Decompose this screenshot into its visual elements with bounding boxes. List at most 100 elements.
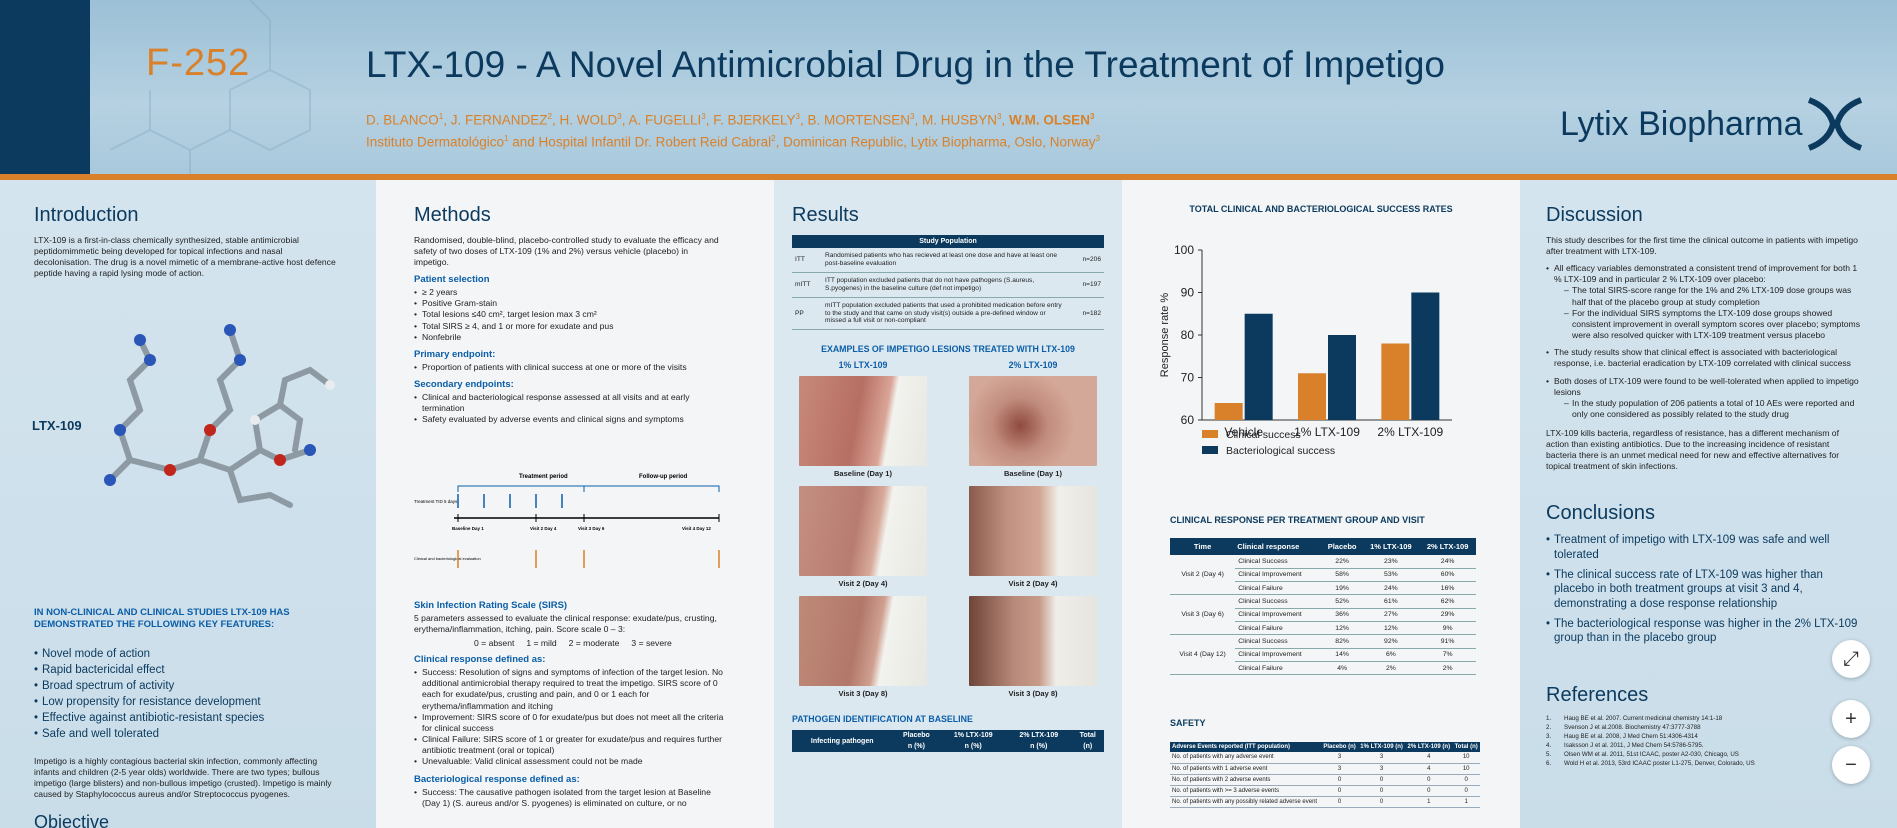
table-cell: 27% (1362, 608, 1420, 622)
list-item-text: Both doses of LTX-109 were found to be w… (1554, 375, 1859, 397)
key-feature: Effective against antibiotic-resistant s… (34, 710, 340, 726)
bar-clinical-success (1298, 373, 1326, 420)
lesion-photo-cell: Visit 3 (Day 8) (792, 596, 934, 698)
photo-caption: Visit 3 (Day 8) (838, 689, 888, 699)
list-item: ≥ 2 years (414, 287, 724, 298)
objective-heading: Objective (34, 812, 110, 828)
table-cell: Clinical Failure (1235, 661, 1322, 676)
x-tick-label: Vehicle (1224, 425, 1263, 439)
list-item: Proportion of patients with clinical suc… (414, 362, 724, 373)
table-row: Clinical Failure 12% 12% 9% (1170, 621, 1476, 636)
author-list: D. BLANCO1, J. FERNANDEZ2, H. WOLD3, A. … (366, 112, 1095, 128)
table-cell: Clinical Improvement (1235, 648, 1322, 662)
timeline-treatment-label: Treatment period (519, 474, 568, 480)
table-header-row: Time Clinical response Placebo 1% LTX-10… (1170, 538, 1476, 555)
table-cell: mITT population excluded patients that u… (822, 297, 1070, 331)
photo-column-heading: 2% LTX-109 (1008, 360, 1058, 371)
sub-list-item: In the study population of 206 patients … (1564, 398, 1862, 420)
sirs-heading: Skin Infection Rating Scale (SIRS) (414, 600, 568, 611)
y-axis-label: Response rate % (1159, 293, 1171, 378)
list-item: Treatment of impetigo with LTX-109 was s… (1546, 533, 1862, 562)
conclusions-list: Treatment of impetigo with LTX-109 was s… (1546, 533, 1862, 646)
column-header: 2% LTX-109 (1419, 538, 1476, 555)
photo-caption: Visit 3 (Day 8) (1008, 689, 1058, 699)
pathogen-table: Infecting pathogen Placebo 1% LTX-109 2%… (792, 730, 1104, 753)
table-cell: 0 (1321, 796, 1358, 808)
bacteriological-response-definitions: Success: The causative pathogen isolated… (414, 787, 724, 809)
table-cell: 9% (1419, 621, 1476, 636)
lesion-photo (969, 486, 1097, 577)
table-row: Clinical Failure 4% 2% 2% (1170, 661, 1476, 676)
table-row: Clinical Improvement 14% 6% 7% (1170, 648, 1476, 662)
lesion-photo-cell: Baseline (Day 1) (792, 376, 934, 478)
table-cell: 92% (1362, 634, 1420, 649)
bar-bacteriological-success (1244, 313, 1273, 420)
timeline-evaluation-note: Clinical and bacteriological evaluation (414, 556, 481, 561)
legend-swatch (1202, 430, 1218, 438)
list-item: All efficacy variables demonstrated a co… (1546, 263, 1862, 341)
table-row: mITT ITT population excluded patients th… (792, 272, 1104, 298)
table-cell: 19% (1321, 581, 1363, 596)
list-item: Improvement: SIRS score of 0 for exudate… (414, 712, 724, 734)
zoom-out-button[interactable]: − (1832, 746, 1870, 784)
time-cell: Visit 4 (Day 12) (1170, 634, 1236, 676)
primary-endpoint-heading: Primary endpoint: (414, 348, 496, 360)
list-item: Success: The causative pathogen isolated… (414, 787, 724, 809)
table-cell: 23% (1362, 555, 1420, 569)
photo-caption: Visit 2 (Day 4) (1008, 579, 1058, 589)
key-features-heading: IN NON-CLINICAL AND CLINICAL STUDIES LTX… (34, 607, 290, 631)
table-cell: 4 (1405, 763, 1453, 775)
table-cell: 7% (1419, 648, 1476, 662)
table-cell: Clinical Success (1235, 634, 1322, 649)
reference-item: 3. Haug BE et al. 2008, J Med Chem 51:430… (1546, 732, 1698, 740)
poster-id: F-252 (146, 42, 251, 84)
affiliations: Instituto Dermatológico1 and Hospital In… (366, 134, 1100, 150)
results-heading: Results (792, 204, 859, 226)
sub-list-item: For the individual SIRS symptoms the LTX… (1564, 308, 1862, 342)
column-header: Placebo (1321, 538, 1363, 555)
table-row: Clinical Failure 19% 24% 16% (1170, 581, 1476, 596)
study-population-table: Study Population ITT Randomised patients… (792, 235, 1104, 331)
key-feature: Novel mode of action (34, 646, 340, 662)
table-cell: Clinical Improvement (1235, 568, 1322, 583)
patient-selection-heading: Patient selection (414, 274, 490, 285)
column-header: Placebo (892, 730, 941, 742)
y-tick-label: 100 (1174, 243, 1194, 257)
background-structure-graphic (109, 0, 311, 174)
clinical-response-definitions: Success: Resolution of signs and symptom… (414, 667, 724, 768)
table-cell: Clinical Improvement (1235, 608, 1322, 622)
zoom-in-button[interactable]: + (1832, 700, 1870, 738)
table-cell: 91% (1419, 634, 1476, 649)
column-header: 1% LTX-109 (940, 730, 1006, 742)
column-header: Placebo (n) (1321, 742, 1358, 752)
safety-heading: SAFETY (1170, 718, 1206, 728)
methods-heading: Methods (414, 204, 491, 226)
table-cell: 24% (1419, 555, 1476, 569)
table-cell: ITT (792, 248, 822, 273)
table-cell: Clinical Success (1235, 555, 1322, 569)
table-cell: n=182 (1070, 297, 1104, 331)
table-row: No. of patients with >= 3 adverse events… (1170, 785, 1480, 797)
sirs-text: 5 parameters assessed to evaluate the cl… (414, 613, 717, 634)
y-tick-label: 90 (1181, 286, 1195, 300)
table-cell: 0 (1452, 774, 1480, 786)
reference-item: 6. Wold H et al. 2013, 53rd ICAAC poster … (1546, 759, 1755, 767)
table-header-row: Infecting pathogen Placebo 1% LTX-109 2%… (792, 730, 1104, 753)
molecule-structure-image (104, 324, 335, 508)
list-item: Clinical and bacteriological response as… (414, 392, 724, 414)
table-cell: No. of patients with any adverse event (1170, 752, 1322, 764)
list-item-text: All efficacy variables demonstrated a co… (1554, 263, 1858, 285)
table-cell: 29% (1419, 608, 1476, 622)
table-cell: No. of patients with >= 3 adverse events (1170, 785, 1322, 797)
photo-column-heading: 1% LTX-109 (838, 360, 888, 371)
table-cell: Clinical Failure (1235, 621, 1322, 636)
lesion-photo (969, 596, 1097, 687)
y-tick-label: 60 (1181, 413, 1195, 427)
list-item: Safety evaluated by adverse events and c… (414, 414, 724, 425)
logo-mark-icon (1807, 97, 1862, 151)
y-tick-label: 70 (1181, 371, 1195, 385)
fullscreen-button[interactable]: ⤢ (1832, 640, 1870, 678)
author-name: W.M. OLSEN (1008, 112, 1090, 128)
reference-item: 4. Isaksson J et al. 2011, J Med Chem 54:… (1546, 741, 1704, 749)
table-row: Visit 4 (Day 12) Clinical Success 82% 92% 91… (1170, 634, 1476, 676)
